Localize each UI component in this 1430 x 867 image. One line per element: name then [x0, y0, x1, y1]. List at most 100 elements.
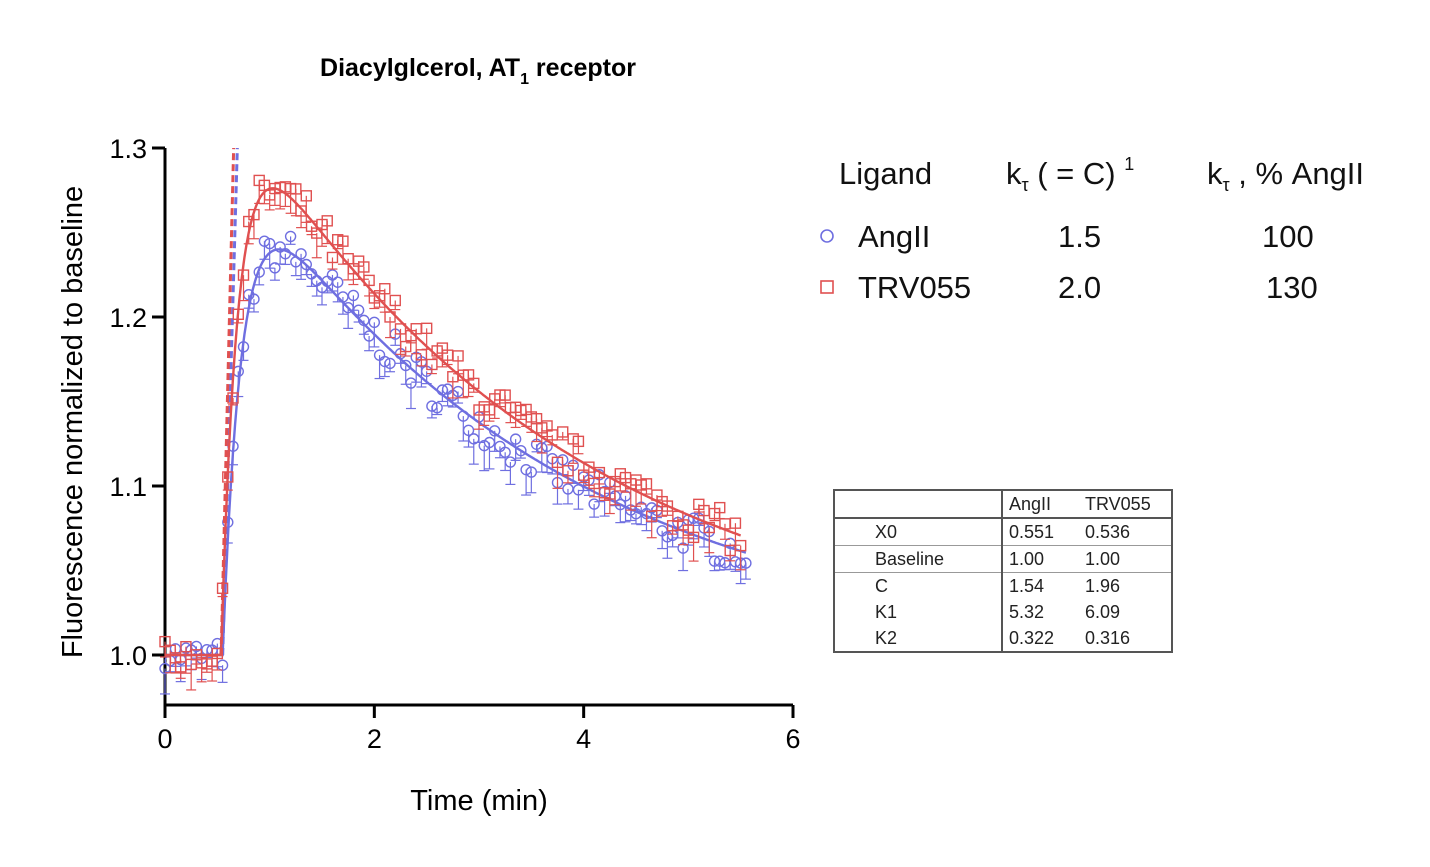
data-point [520, 463, 532, 476]
data-point [389, 294, 401, 307]
data-point [714, 501, 726, 514]
data-point [588, 498, 600, 510]
data-point [400, 340, 412, 353]
legend-header-pct: kτ , % AngII [1207, 156, 1364, 195]
data-point [405, 377, 417, 389]
initial-rate-line [221, 147, 239, 656]
data-point [426, 358, 438, 371]
chart-title: Diacylglcerol, AT1 receptor [320, 54, 636, 88]
data-point [415, 349, 428, 361]
param-name: Baseline [834, 545, 1003, 573]
param-value-angii: 1.54 [1009, 576, 1045, 596]
data-point [290, 183, 302, 195]
param-value-trv055: 6.09 [1085, 602, 1121, 622]
data-point [352, 304, 365, 316]
parameter-table: AngII TRV055 X0 0.551 0.536 Baseline 1.0… [833, 489, 1173, 653]
x-tick-label: 4 [576, 724, 591, 754]
data-point [295, 248, 307, 260]
legend-pct-trv055: 130 [1266, 270, 1318, 305]
data-point [504, 456, 517, 468]
param-header-angii: AngII [1009, 494, 1052, 514]
data-point [557, 426, 569, 438]
param-value-trv055: 0.316 [1085, 628, 1131, 648]
data-point [734, 539, 747, 552]
legend-svg: Ligand kτ ( = C) 1 kτ , % AngII AngII 1.… [820, 154, 1364, 305]
data-point [269, 262, 281, 274]
legend-header-ktau: kτ ( = C) 1 [1006, 154, 1134, 195]
table-row: X0 0.551 0.536 [834, 518, 1172, 546]
data-point [687, 531, 700, 544]
data-point [379, 283, 391, 295]
y-tick-label: 1.2 [109, 303, 147, 333]
y-tick-label: 1.0 [109, 641, 147, 671]
y-tick-label: 1.1 [109, 472, 147, 502]
table-row: K1 5.32 6.09 [834, 599, 1172, 625]
data-point [347, 289, 360, 302]
param-header-empty [834, 490, 1003, 518]
param-table-header: AngII TRV055 [834, 490, 1172, 518]
data-point [593, 466, 606, 479]
data-point [321, 215, 333, 227]
data-point [379, 355, 391, 368]
data-point [646, 510, 658, 522]
data-point [729, 517, 742, 529]
data-point [499, 389, 511, 401]
param-value-angii: 5.32 [1009, 602, 1045, 622]
data-point [572, 435, 585, 448]
x-tick-label: 2 [367, 724, 382, 754]
series-trv055 [159, 147, 747, 691]
param-value-trv055: 1.96 [1085, 576, 1121, 596]
legend-ktau-trv055: 2.0 [1058, 270, 1101, 305]
data-point [708, 555, 721, 567]
data-point [248, 293, 260, 305]
data-point [509, 433, 522, 445]
param-value-trv055: 0.536 [1079, 518, 1172, 546]
param-value-trv055: 1.00 [1079, 545, 1172, 573]
data-point [420, 322, 433, 335]
data-point [358, 261, 370, 273]
legend-circle-icon [820, 229, 834, 243]
data-point [431, 402, 443, 414]
initial-rate-line [219, 147, 236, 656]
legend-pct-angii: 100 [1262, 219, 1314, 254]
table-row: K2 0.322 0.316 [834, 625, 1172, 652]
legend-ligand-angii: AngII [858, 219, 930, 254]
data-point [284, 230, 297, 243]
param-value-angii: 1.00 [1002, 545, 1079, 573]
fit-curve [165, 187, 742, 657]
data-point [661, 500, 674, 512]
param-value-angii: 0.551 [1002, 518, 1079, 546]
legend-square-icon [820, 280, 834, 294]
data-point [300, 190, 312, 202]
data-point [462, 424, 475, 437]
y-axis-label: Fluorescence normalized to baseline [57, 186, 89, 658]
data-point [368, 316, 381, 329]
data-point [258, 235, 271, 247]
data-point [452, 350, 464, 362]
param-name: K2 [834, 625, 1003, 652]
fit-curve [165, 248, 747, 657]
table-row: Baseline 1.00 1.00 [834, 545, 1172, 573]
param-value-angii: 0.322 [1009, 628, 1055, 648]
data-point [394, 323, 407, 335]
x-tick-label: 0 [157, 724, 172, 754]
data-point [363, 274, 375, 287]
param-name: K1 [834, 599, 1003, 625]
data-point [551, 456, 564, 469]
data-point [562, 465, 574, 477]
data-point [300, 258, 312, 271]
legend: Ligand kτ ( = C) 1 kτ , % AngII AngII 1.… [820, 150, 1420, 315]
data-point [640, 478, 653, 490]
y-tick-label: 1.3 [109, 134, 147, 164]
data-point [525, 466, 538, 478]
data-point [426, 400, 438, 412]
x-tick-label: 6 [785, 724, 800, 754]
data-point [263, 237, 276, 250]
data-point [180, 640, 192, 653]
legend-ligand-trv055: TRV055 [858, 270, 971, 305]
data-point [326, 251, 339, 264]
data-point [515, 444, 527, 457]
data-point [499, 446, 511, 458]
data-point [332, 276, 344, 288]
